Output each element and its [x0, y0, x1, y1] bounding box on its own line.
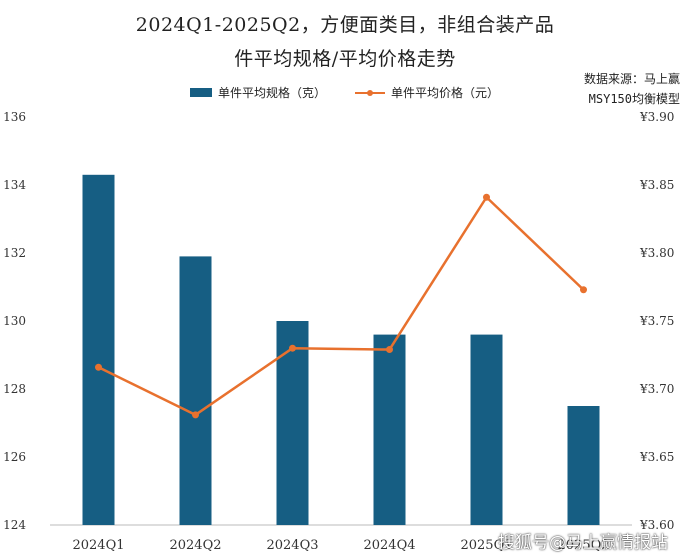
- legend-bar-swatch: [190, 88, 212, 97]
- bar: [567, 406, 600, 525]
- line-point: [289, 344, 296, 352]
- chart-title-line1: 2024Q1-2025Q2，方便面类目，非组合装产品: [135, 14, 555, 36]
- line-point: [95, 363, 102, 371]
- watermark: 搜狐号@马上赢情报站: [498, 533, 668, 553]
- x-tick-label: 2025Q2: [557, 538, 609, 553]
- bar: [179, 256, 212, 525]
- y-right-tick-label: ¥3.85: [639, 178, 674, 192]
- bar: [470, 334, 503, 525]
- y-left-tick-label: 136: [3, 110, 26, 124]
- legend-item-line: 单件平均价格（元）: [355, 84, 499, 101]
- legend-line-swatch: [355, 88, 385, 97]
- x-tick-label: 2025Q1: [460, 538, 512, 553]
- y-left-tick-label: 124: [3, 518, 26, 532]
- bar: [373, 334, 406, 525]
- legend-line-label: 单件平均价格（元）: [391, 86, 500, 100]
- y-left-tick-label: 128: [3, 382, 26, 396]
- y-right-tick-label: ¥3.80: [639, 246, 674, 260]
- y-right-tick-label: ¥3.90: [639, 110, 674, 124]
- legend-item-bar: 单件平均规格（克）: [190, 84, 326, 101]
- x-tick-label: 2024Q1: [72, 538, 124, 553]
- source-line1: 数据来源：马上赢: [583, 72, 680, 86]
- price-series-line: [97, 195, 585, 417]
- x-tick-label: 2024Q2: [169, 538, 221, 553]
- x-tick-label: 2024Q3: [266, 538, 318, 553]
- y-left-tick-label: 126: [3, 450, 26, 464]
- y-right-tick-label: ¥3.75: [639, 314, 674, 328]
- y-left-tick-label: 134: [3, 178, 26, 192]
- y-right-tick-label: ¥3.70: [639, 382, 674, 396]
- line-point: [386, 346, 393, 354]
- legend-bar-label: 单件平均规格（克）: [218, 86, 327, 100]
- line-point: [192, 411, 199, 419]
- x-tick-label: 2024Q4: [363, 538, 415, 553]
- source-line2: MSY150均衡模型: [588, 92, 680, 106]
- line-point: [580, 286, 587, 294]
- y-left-tick-label: 130: [3, 314, 26, 328]
- bar: [82, 174, 115, 526]
- y-right-tick-label: ¥3.65: [639, 450, 674, 464]
- chart-title-line2: 件平均规格/平均价格走势: [234, 48, 456, 70]
- y-right-tick-label: ¥3.60: [639, 518, 674, 532]
- line-point: [483, 193, 490, 201]
- y-left-tick-label: 132: [3, 246, 26, 260]
